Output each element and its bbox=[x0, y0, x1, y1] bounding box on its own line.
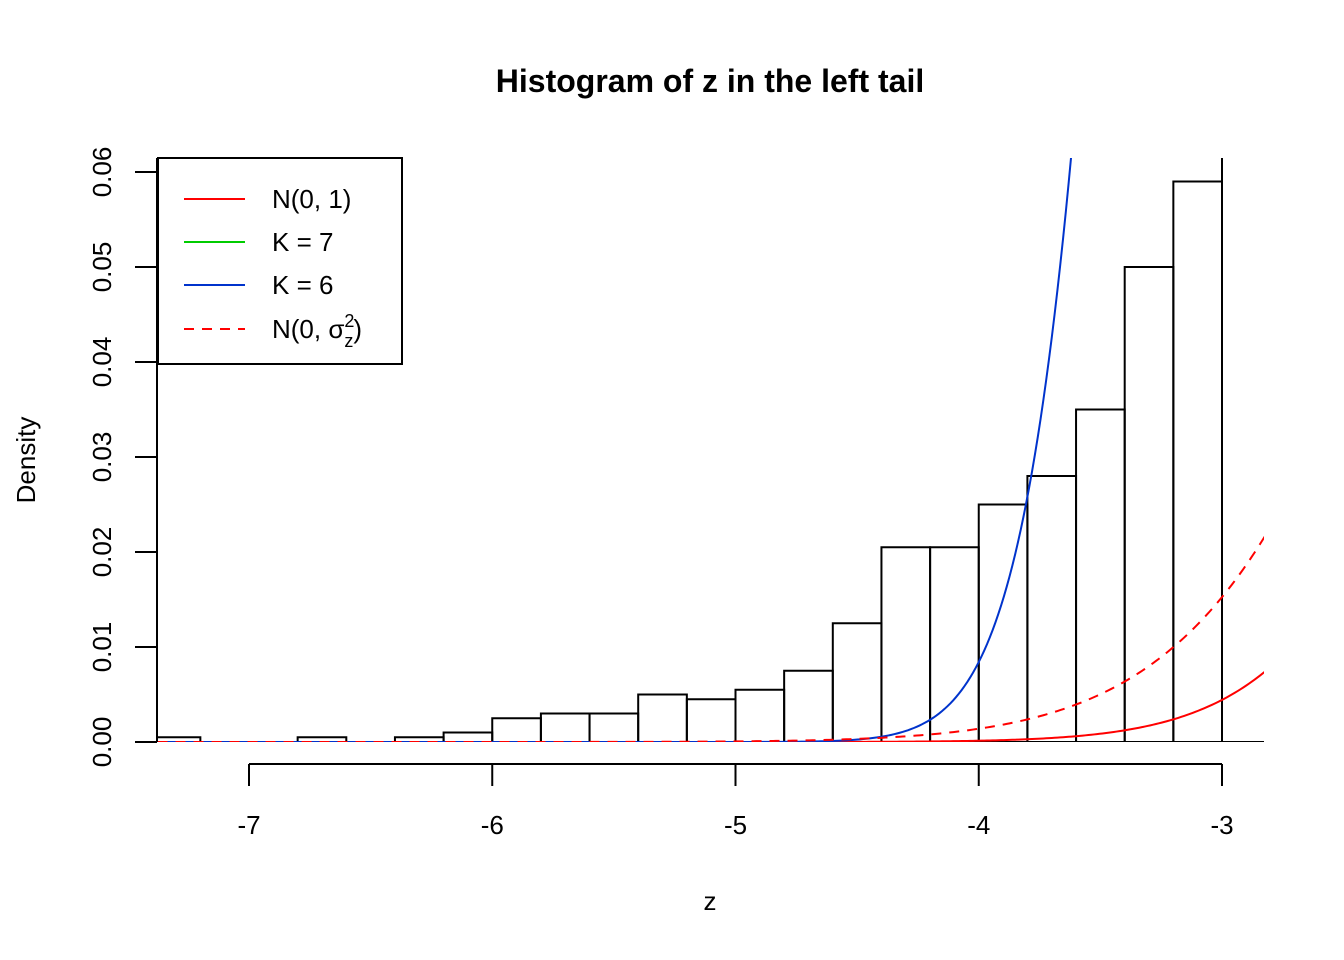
histogram-bar bbox=[491, 717, 542, 742]
legend-entry: N(0, 1) bbox=[184, 184, 351, 214]
histogram-bar bbox=[783, 669, 834, 742]
y-tick-label: 0.02 bbox=[87, 527, 117, 578]
x-axis-label: z bbox=[704, 886, 717, 916]
y-tick-label: 0.00 bbox=[87, 717, 117, 768]
y-axis: 0.00 0.01 0.02 0.03 0.04 0.05 0.06 bbox=[87, 147, 158, 768]
legend-entry: N(0, σ2 z) bbox=[184, 311, 362, 351]
x-axis: -7 -6 -5 -4 -3 bbox=[237, 763, 1234, 840]
histogram-bar bbox=[1172, 180, 1223, 742]
histogram-bar bbox=[1026, 475, 1078, 742]
histogram-bar bbox=[977, 503, 1029, 742]
histogram-bar bbox=[1075, 408, 1126, 742]
x-tick-label: -7 bbox=[237, 810, 260, 840]
histogram-bar bbox=[929, 546, 980, 742]
y-tick-label: 0.01 bbox=[87, 622, 117, 673]
density-curve bbox=[157, 535, 1264, 742]
histogram-bar bbox=[637, 693, 688, 742]
x-tick-label: -6 bbox=[481, 810, 504, 840]
histogram-bar bbox=[539, 712, 591, 742]
legend-entry: K = 6 bbox=[184, 270, 333, 300]
histogram-bar bbox=[588, 712, 640, 742]
x-tick-label: -5 bbox=[724, 810, 747, 840]
histogram-bars bbox=[157, 158, 1264, 742]
y-axis-label: Density bbox=[11, 417, 41, 504]
histogram-bar bbox=[880, 546, 932, 742]
y-tick-label: 0.03 bbox=[87, 432, 117, 483]
density-curve bbox=[157, 158, 1073, 742]
x-tick-label: -4 bbox=[967, 810, 990, 840]
legend-label: N(0, σ2 z) bbox=[272, 311, 362, 351]
x-tick-label: -3 bbox=[1210, 810, 1233, 840]
y-tick-label: 0.06 bbox=[87, 147, 117, 198]
legend-label: K = 6 bbox=[272, 270, 333, 300]
histogram-bar bbox=[685, 698, 737, 742]
y-tick-label: 0.04 bbox=[87, 337, 117, 388]
histogram-bar bbox=[831, 622, 883, 742]
legend-entry: K = 7 bbox=[184, 227, 333, 257]
histogram-bar bbox=[734, 688, 786, 742]
legend: N(0, 1) K = 7 K = 6 N(0, σ2 z) bbox=[157, 157, 403, 365]
histogram-bar bbox=[1123, 266, 1175, 742]
legend-box bbox=[157, 157, 403, 365]
histogram-bar bbox=[442, 731, 494, 742]
histogram-bar bbox=[157, 736, 202, 742]
y-tick-label: 0.05 bbox=[87, 242, 117, 293]
density-curve bbox=[157, 671, 1264, 742]
legend-label: K = 7 bbox=[272, 227, 333, 257]
chart-title: Histogram of z in the left tail bbox=[496, 63, 924, 99]
legend-label: N(0, 1) bbox=[272, 184, 351, 214]
density-curves bbox=[157, 158, 1264, 742]
histogram-bar bbox=[296, 736, 348, 742]
histogram-bar bbox=[1221, 158, 1264, 742]
